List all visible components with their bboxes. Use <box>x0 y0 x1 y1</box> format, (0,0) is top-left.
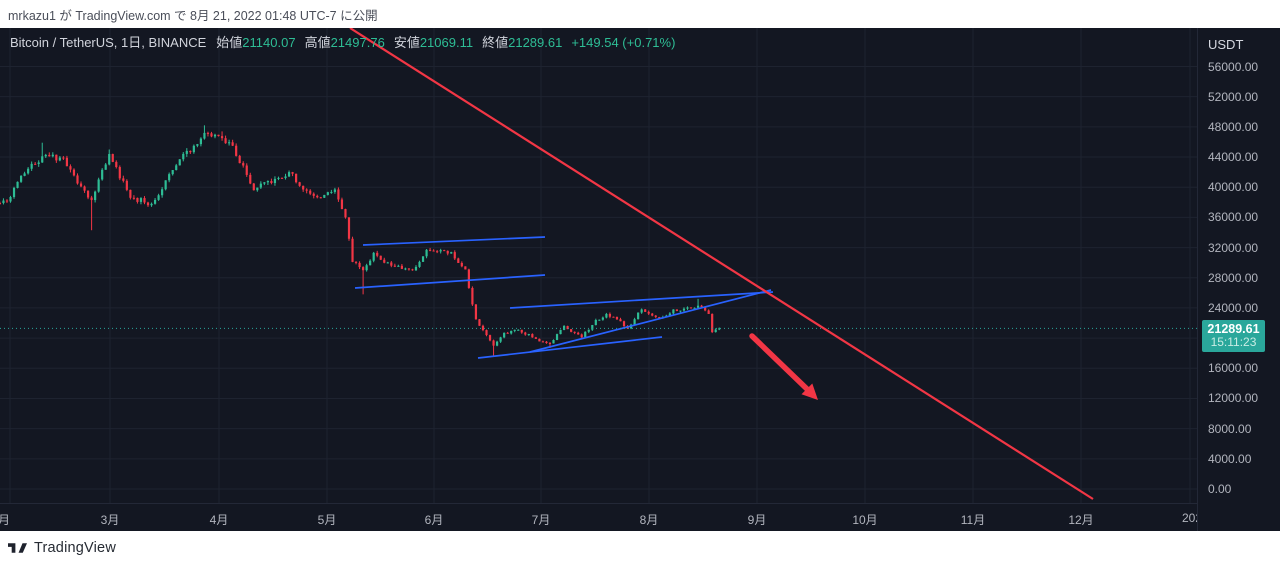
time-axis-label: 3月 <box>100 513 120 527</box>
time-axis-label: 202 <box>1181 511 1197 525</box>
time-axis-label: 月 <box>0 511 10 528</box>
grid-lines <box>0 28 1197 503</box>
price-axis[interactable]: USDT 21289.61 15:11:23 56000.00 52000.00 4… <box>1197 28 1280 531</box>
tradingview-brand-text[interactable]: TradingView <box>34 540 116 556</box>
price-axis-label: 28000.00 <box>1208 270 1259 285</box>
price-axis-label: 56000.00 <box>1208 59 1259 74</box>
price-axis-label: 4000.00 <box>1208 451 1252 466</box>
time-axis-label: 7月 <box>531 513 551 527</box>
ohlc-values: 始値21140.07 高値21497.76 安値21069.11 終値21289.61 <box>216 35 571 50</box>
attribution-text: mrkazu1 が TradingView.com で 8月 21, 2022 … <box>8 8 378 23</box>
publication-footer: TradingView <box>0 531 1280 565</box>
time-axis-label: 4月 <box>209 513 229 527</box>
time-axis-label: 9月 <box>747 513 767 527</box>
currency-label: USDT <box>1208 37 1244 52</box>
time-axis-label: 8月 <box>639 513 659 527</box>
blue-channel-lines <box>354 236 774 359</box>
candlestick-chart[interactable] <box>0 28 1197 503</box>
tradingview-logo-icon[interactable] <box>8 541 27 556</box>
price-axis-label: 16000.00 <box>1208 361 1259 376</box>
current-price-value: 21289.61 <box>1207 321 1260 336</box>
price-axis-label: 0.00 <box>1208 482 1232 496</box>
price-axis-label: 48000.00 <box>1208 119 1259 134</box>
ohlc-pair: 終値21289.61 <box>482 35 563 50</box>
price-axis-label: 36000.00 <box>1208 210 1259 225</box>
chart-legend: Bitcoin / TetherUS, 1日, BINANCE 始値21140.0… <box>10 35 675 51</box>
time-axis-label: 6月 <box>424 513 444 527</box>
bar-countdown: 15:11:23 <box>1210 334 1257 349</box>
time-axis-label: 11月 <box>960 513 986 527</box>
ohlc-pair: 高値21497.76 <box>304 35 385 50</box>
time-axis[interactable]: 月 3月 4月 5月 6月 7月 8月 9月 10月 11月 12月 202 <box>0 503 1197 532</box>
price-axis-label: 44000.00 <box>1208 150 1259 165</box>
publication-header: mrkazu1 が TradingView.com で 8月 21, 2022 … <box>0 0 1280 28</box>
time-axis-label: 10月 <box>852 513 878 527</box>
symbol-title: Bitcoin / TetherUS, 1日, BINANCE <box>10 35 207 50</box>
change-value: +149.54 (+0.71%) <box>571 35 676 50</box>
price-axis-label: 12000.00 <box>1208 391 1259 406</box>
price-axis-label: 8000.00 <box>1208 421 1252 436</box>
price-axis-label: 40000.00 <box>1208 180 1259 195</box>
price-axis-label: 32000.00 <box>1208 240 1259 255</box>
ohlc-pair: 始値21140.07 <box>216 35 296 50</box>
ohlc-pair: 安値21069.11 <box>393 35 474 50</box>
price-axis-label: 24000.00 <box>1208 300 1259 315</box>
red-arrow <box>749 333 818 400</box>
chart-region[interactable]: Bitcoin / TetherUS, 1日, BINANCE 始値21140.0… <box>0 28 1280 531</box>
time-axis-label: 5月 <box>317 513 337 527</box>
current-price-tag: 21289.61 15:11:23 <box>1202 319 1265 352</box>
time-axis-label: 12月 <box>1068 513 1094 527</box>
red-trendline <box>349 28 1094 500</box>
candles <box>0 125 721 357</box>
price-axis-label: 52000.00 <box>1208 89 1259 104</box>
